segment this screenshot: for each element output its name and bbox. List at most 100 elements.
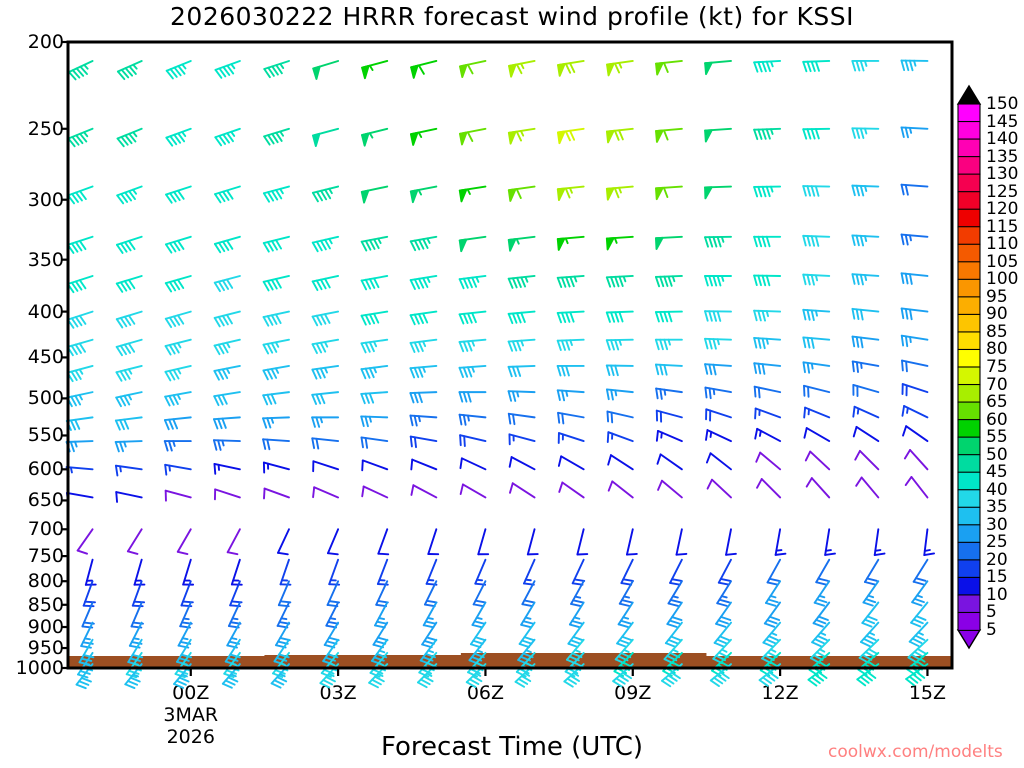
wind-barb bbox=[521, 580, 536, 608]
colorbar-tick-label: 90 bbox=[986, 304, 1008, 325]
wind-barb bbox=[805, 477, 831, 499]
wind-barb bbox=[459, 457, 487, 471]
wind-barb bbox=[67, 127, 94, 148]
wind-barb bbox=[164, 489, 192, 502]
y-axis-tick-label: 650 bbox=[27, 489, 64, 512]
wind-barb bbox=[873, 528, 886, 556]
wind-barb bbox=[409, 235, 438, 252]
wind-barb bbox=[704, 275, 732, 287]
wind-barb bbox=[164, 463, 192, 476]
wind-barb bbox=[571, 558, 586, 586]
colorbar-tick-label: 60 bbox=[986, 409, 1008, 430]
wind-barb bbox=[923, 528, 936, 557]
wind-barb bbox=[472, 580, 487, 608]
wind-barb bbox=[230, 558, 243, 586]
colorbar-swatch bbox=[957, 243, 981, 263]
colorbar-tick-label: 30 bbox=[986, 514, 1008, 535]
wind-barb bbox=[813, 580, 831, 607]
wind-barb bbox=[425, 558, 438, 586]
wind-barb bbox=[213, 462, 241, 475]
x-axis-date-line: 3MAR bbox=[163, 704, 219, 726]
y-axis-tick-label: 950 bbox=[27, 637, 64, 660]
wind-barb bbox=[605, 388, 634, 401]
wind-barb bbox=[212, 439, 241, 451]
colorbar-swatch bbox=[957, 419, 981, 439]
wind-barb bbox=[766, 558, 782, 586]
wind-barb bbox=[66, 338, 94, 357]
wind-barb bbox=[802, 127, 831, 140]
wind-barb bbox=[114, 464, 143, 477]
colorbar-tick-label: 130 bbox=[986, 164, 1019, 185]
wind-barb bbox=[704, 127, 732, 143]
wind-barb bbox=[115, 235, 143, 254]
y-axis-labels: 200 250 300 350 400 450 500 550 600 650 700 750 800 8… bbox=[0, 0, 64, 768]
wind-barb bbox=[262, 275, 290, 292]
wind-barb bbox=[508, 456, 536, 471]
colorbar-swatch bbox=[957, 226, 981, 246]
wind-barb bbox=[409, 365, 438, 379]
wind-barb bbox=[311, 235, 340, 253]
wind-barb bbox=[725, 528, 737, 556]
wind-barb bbox=[667, 580, 683, 607]
wind-barb bbox=[557, 411, 585, 425]
x-axis-date-line: 2026 bbox=[166, 726, 215, 748]
y-axis-tick-label: 450 bbox=[27, 346, 64, 369]
colorbar-tick-label: 45 bbox=[986, 462, 1008, 483]
wind-barb bbox=[311, 275, 340, 292]
wind-barb bbox=[327, 528, 340, 556]
wind-barb bbox=[263, 127, 290, 146]
wind-barb bbox=[65, 466, 94, 478]
wind-barb bbox=[311, 391, 340, 405]
colorbar-swatch bbox=[957, 208, 981, 228]
wind-barb bbox=[851, 307, 880, 321]
wind-barb bbox=[802, 185, 831, 197]
wind-barb bbox=[851, 184, 880, 197]
wind-barb bbox=[465, 663, 487, 688]
wind-barb bbox=[115, 391, 143, 408]
wind-barb bbox=[605, 338, 634, 351]
wind-barb bbox=[423, 580, 438, 608]
wind-barb bbox=[656, 453, 683, 471]
wind-barb bbox=[410, 60, 438, 79]
wind-barb bbox=[360, 310, 389, 326]
wind-barb bbox=[576, 528, 589, 556]
wind-barb bbox=[361, 60, 389, 80]
colorbar-tick-label: 10 bbox=[986, 584, 1008, 605]
wind-barb bbox=[754, 427, 782, 443]
y-axis-tick-label: 850 bbox=[27, 593, 64, 616]
wind-barb bbox=[851, 273, 880, 286]
wind-barb bbox=[507, 338, 536, 352]
wind-barb bbox=[458, 338, 487, 353]
wind-barb bbox=[116, 60, 143, 81]
wind-barb bbox=[654, 363, 683, 376]
wind-barb bbox=[851, 127, 880, 139]
wind-barb bbox=[360, 365, 389, 380]
wind-barb bbox=[570, 580, 585, 608]
wind-barb bbox=[556, 275, 585, 289]
wind-barb bbox=[114, 440, 143, 453]
watermark-link[interactable]: coolwx.com/modelts bbox=[828, 742, 1003, 762]
wind-barb bbox=[66, 491, 94, 504]
wind-barb bbox=[458, 365, 487, 379]
colorbar-swatch bbox=[957, 594, 981, 614]
colorbar-tick-label: 140 bbox=[986, 129, 1019, 150]
wind-barb bbox=[556, 235, 585, 251]
wind-barb bbox=[617, 601, 634, 629]
wind-barb bbox=[902, 425, 929, 443]
colorbar-tick-label: 80 bbox=[986, 339, 1008, 360]
wind-barb bbox=[655, 185, 683, 201]
wind-barb bbox=[213, 310, 241, 328]
wind-barb bbox=[852, 405, 880, 419]
wind-barb bbox=[754, 407, 782, 420]
wind-barb bbox=[477, 528, 490, 556]
wind-barb bbox=[605, 185, 634, 201]
wind-barb bbox=[214, 60, 241, 79]
wind-barb bbox=[66, 235, 94, 254]
wind-barb bbox=[605, 310, 634, 323]
wind-barb bbox=[360, 415, 389, 428]
wind-barb bbox=[165, 185, 192, 204]
wind-barb bbox=[704, 363, 732, 376]
wind-barb bbox=[753, 60, 782, 73]
wind-barb bbox=[409, 391, 438, 404]
wind-barb bbox=[655, 387, 683, 400]
